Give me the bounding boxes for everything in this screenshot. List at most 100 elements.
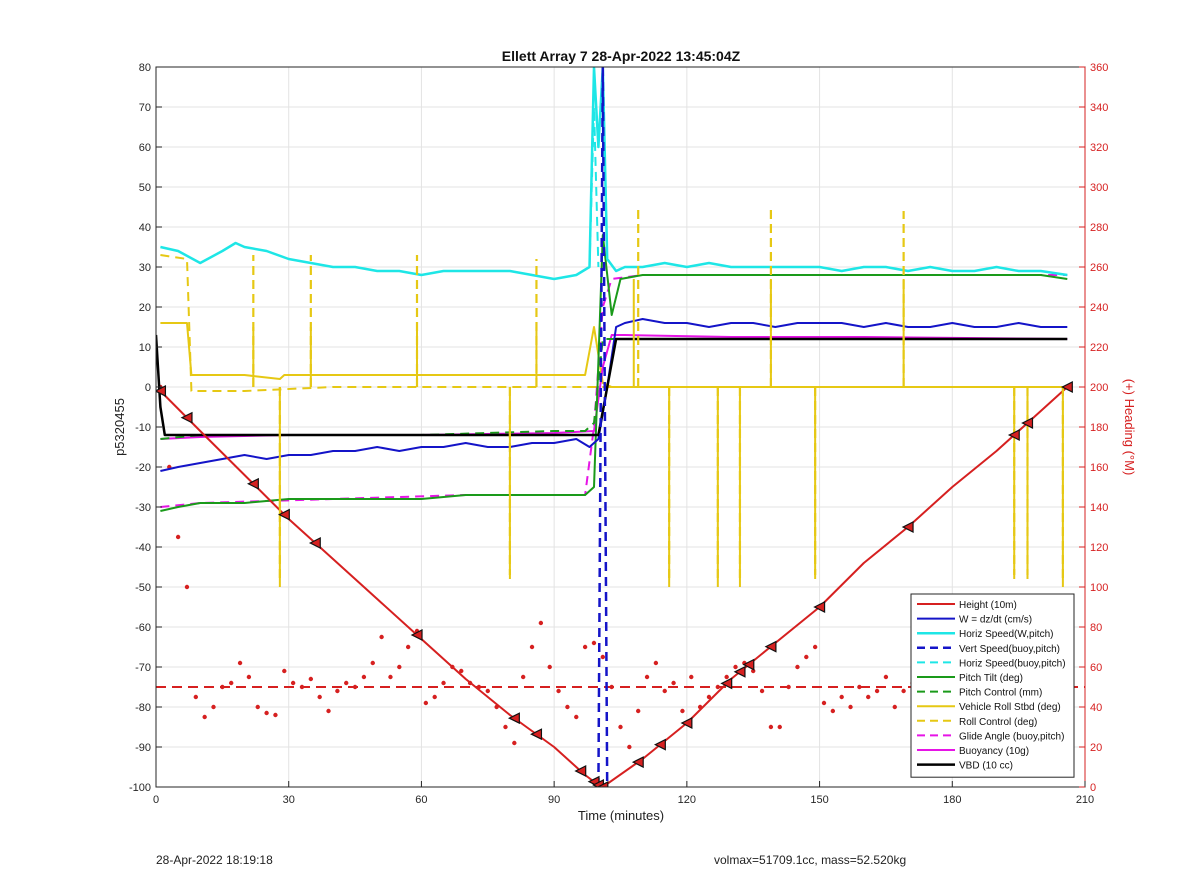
y-right-tick-label: 140 [1090,502,1108,514]
heading-point [220,684,225,690]
legend-label-height-10m: Height (10m) [959,600,1017,611]
heading-point [609,684,614,690]
y-right-tick-label: 300 [1090,182,1108,194]
footer-volmax-mass: volmax=51709.1cc, mass=52.520kg [714,853,907,867]
x-axis-label: Time (minutes) [578,808,664,823]
y-right-tick-label: 340 [1090,102,1108,114]
legend-label-buoyancy-10g: Buoyancy (10g) [959,746,1029,757]
height-marker [574,765,587,777]
height-marker [507,712,520,725]
y-tick-label: 10 [139,342,151,354]
heading-point [680,708,685,714]
heading-point [273,712,278,718]
y-right-tick-label: 360 [1090,62,1108,74]
heading-point [635,708,641,714]
legend-label-vbd-10-cc: VBD (10 cc) [959,761,1013,772]
heading-point [812,644,818,650]
x-tick-label: 30 [283,794,295,806]
height-marker [901,521,914,533]
heading-point [883,674,889,680]
heading-point [397,664,402,670]
y-right-tick-label: 280 [1090,222,1108,234]
heading-point [503,724,508,730]
heading-point [290,680,296,686]
heading-point [246,674,252,680]
chart-title: Ellett Array 7 28-Apr-2022 13:45:04Z [502,48,741,64]
heading-point [193,694,199,700]
heading-point [671,680,676,686]
heading-point [556,688,561,694]
heading-point [211,704,216,710]
y-tick-label: -80 [135,702,151,714]
y-tick-label: -10 [135,422,151,434]
height-marker [733,665,746,678]
x-tick-label: 210 [1076,794,1094,806]
heading-point [582,644,588,650]
y-right-tick-label: 180 [1090,422,1108,434]
y-tick-label: -90 [135,742,151,754]
y-right-tick-label: 80 [1090,622,1102,634]
heading-point [777,724,782,730]
y-right-tick-label: 40 [1090,702,1102,714]
height-marker [530,728,543,741]
legend: Height (10m) W = dz/dt (cm/s) Horiz Speed(… [910,593,1075,778]
heading-point [848,704,853,710]
y-right-tick-label: 0 [1090,782,1096,794]
heading-point [547,664,552,670]
heading-point [352,684,358,690]
x-tick-label: 180 [943,794,961,806]
height-marker [764,640,777,653]
heading-point [282,668,287,674]
heading-point [520,674,526,680]
legend-label-vert-speed-buoy-pitch: Vert Speed(buoy,pitch) [959,644,1060,655]
heading-point [901,688,906,694]
y-tick-label: 30 [139,262,151,274]
height-marker [1021,417,1034,429]
heading-point [565,704,570,710]
heading-point [379,634,384,640]
legend-label-glide-angle-buoy-pitch: Glide Angle (buoy,pitch) [959,731,1064,742]
heading-point [795,664,800,670]
height-marker [410,629,423,641]
horiz-speed-w-pitch-line [160,67,1068,281]
height-marker [596,781,609,787]
heading-point [441,680,446,686]
height-marker [631,756,644,769]
height-marker [813,601,826,613]
heading-point [839,694,844,700]
height-marker [277,508,290,521]
y-right-tick-label: 100 [1090,582,1108,594]
footer-timestamp: 28-Apr-2022 18:19:18 [156,853,273,867]
y-tick-label: -40 [135,542,151,554]
heading-point [459,668,464,674]
y-right-tick-label: 60 [1090,662,1102,674]
heading-point [724,674,729,680]
heading-point [229,680,234,686]
heading-point [653,660,659,666]
heading-point [874,688,880,694]
y-tick-label: 60 [139,142,151,154]
heading-point [335,688,340,694]
heading-point [344,680,349,686]
height-marker [180,411,193,424]
heading-point [184,584,190,590]
heading-point [574,714,579,720]
heading-point [689,674,694,680]
heading-point [317,694,322,700]
heading-point [361,674,367,680]
heading-point [264,710,269,716]
heading-point [432,694,437,700]
horiz-speed-buoy-pitch-line [588,106,600,268]
heading-point [202,714,207,720]
heading-point [255,704,260,710]
x-tick-label: 90 [548,794,560,806]
legend-label-horiz-speed-w-pitch: Horiz Speed(W,pitch) [959,629,1053,640]
y-right-tick-label: 200 [1090,382,1108,394]
vbd-10-cc-line [156,334,1068,437]
heading-point [715,684,721,690]
height-marker [742,658,755,671]
heading-point [405,644,411,650]
heading-point [600,654,606,660]
heading-point [388,674,393,680]
y-tick-label: -60 [135,622,151,634]
